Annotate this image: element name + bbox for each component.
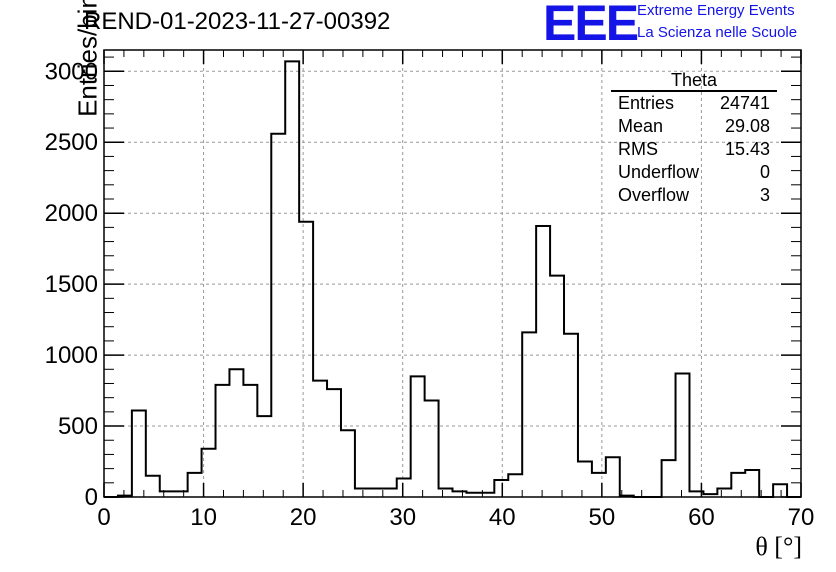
stats-value: 29.08: [724, 116, 770, 136]
chart-title: REND-01-2023-11-27-00392: [84, 8, 391, 35]
logo-line-1: Extreme Energy Events: [637, 2, 795, 19]
y-axis-label: Entries/bin: [72, 0, 103, 117]
stats-label: Overflow: [618, 185, 690, 205]
x-tick-label: 0: [97, 504, 110, 531]
y-tick-label: 2500: [45, 129, 98, 156]
stats-title: Theta: [611, 70, 777, 92]
x-tick-label: 50: [589, 504, 616, 531]
y-tick-label: 1500: [45, 271, 98, 298]
stats-row-underflow: Underflow 0: [611, 161, 777, 184]
stats-value: 24741: [719, 93, 770, 113]
x-tick-label: 70: [788, 504, 815, 531]
histogram-series: [104, 60, 801, 498]
stats-row-mean: Mean 29.08: [611, 115, 777, 138]
eee-logo: EEE: [543, 0, 639, 51]
stats-value: 0: [759, 162, 770, 182]
y-tick-label: 2000: [45, 200, 98, 227]
stats-value: 3: [759, 185, 770, 205]
stats-row-entries: Entries 24741: [611, 92, 777, 115]
axis-ticks: [103, 50, 802, 498]
stats-row-overflow: Overflow 3: [611, 184, 777, 207]
x-tick-label: 10: [190, 504, 217, 531]
stats-row-rms: RMS 15.43: [611, 138, 777, 161]
stats-label: Entries: [618, 93, 675, 113]
y-tick-label: 500: [58, 413, 98, 440]
y-tick-label: 3000: [45, 58, 98, 85]
y-tick-label: 1000: [45, 342, 98, 369]
stats-box: Theta Entries 24741 Mean 29.08 RMS 15.43 Un…: [611, 70, 777, 207]
x-axis-label: θ [°]: [755, 532, 802, 561]
stats-value: 15.43: [724, 139, 770, 159]
grid-lines: [104, 50, 801, 497]
y-tick-label: 0: [85, 484, 98, 511]
x-tick-label: 30: [389, 504, 416, 531]
plot-frame: [103, 49, 802, 498]
stats-label: RMS: [618, 139, 658, 159]
logo-line-2: La Scienza nelle Scuole: [637, 24, 798, 41]
stats-label: Underflow: [618, 162, 700, 182]
x-tick-label: 40: [489, 504, 516, 531]
x-tick-label: 20: [290, 504, 317, 531]
stats-label: Mean: [618, 116, 664, 136]
x-tick-label: 60: [688, 504, 715, 531]
